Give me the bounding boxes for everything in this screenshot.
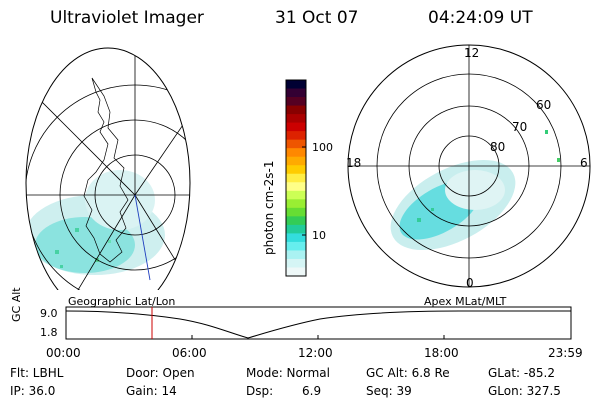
aurora-emission-left xyxy=(26,170,165,275)
ip-value: IP: 36.0 xyxy=(10,384,56,398)
instrument-title: Ultraviolet Imager xyxy=(50,8,204,28)
colorbar-band xyxy=(286,156,306,166)
lat-label-60: 60 xyxy=(536,98,552,112)
colorbar-band xyxy=(286,80,306,90)
colorbar-band xyxy=(286,173,306,183)
colorbar-band xyxy=(286,207,306,217)
colorbar-band xyxy=(286,250,306,260)
dsp-value: 6.9 xyxy=(302,384,322,398)
colorbar-band xyxy=(286,105,306,115)
colorbar-band xyxy=(286,165,306,175)
timeline-ylabel: GC Alt xyxy=(10,287,23,322)
dsp-label: Dsp: xyxy=(246,384,274,398)
colorbar-band xyxy=(286,224,306,234)
colorbar-band xyxy=(286,114,306,124)
timeline-xtick-1800: 18:00 xyxy=(424,346,459,360)
colorbar-band xyxy=(286,267,306,277)
altitude-timeline xyxy=(65,306,572,340)
mlt-label-6: 6 xyxy=(580,156,588,170)
colorbar-band xyxy=(286,233,306,243)
colorbar-band xyxy=(286,216,306,226)
timeline-xtick-1200: 12:00 xyxy=(298,346,333,360)
lat-label-70: 70 xyxy=(512,120,528,134)
colorbar-band xyxy=(286,258,306,268)
filter-value: Flt: LBHL xyxy=(10,366,64,380)
timeline-xtick-0000: 00:00 xyxy=(46,346,81,360)
timeline-ytick-top: 9.0 xyxy=(40,307,58,320)
glat-value: GLat: -85.2 xyxy=(488,366,555,380)
right-panel-label: Apex MLat/MLT xyxy=(424,295,507,308)
mlt-label-12: 12 xyxy=(464,46,480,60)
polar-mlat-mlt-plot xyxy=(347,44,591,288)
colorbar-band xyxy=(286,241,306,251)
left-panel-label: Geographic Lat/Lon xyxy=(68,295,176,308)
colorbar-band xyxy=(286,190,306,200)
colorbar-tick-10: 10 xyxy=(312,229,326,242)
lat-label-80: 80 xyxy=(490,140,506,154)
aurora-emission-right xyxy=(390,130,560,251)
door-status: Door: Open xyxy=(126,366,195,380)
timeline-ytick-bottom: 1.8 xyxy=(40,326,58,339)
gain-value: Gain: 14 xyxy=(126,384,177,398)
colorbar-band xyxy=(286,139,306,149)
colorbar-band xyxy=(286,131,306,141)
geographic-map xyxy=(25,47,191,290)
seq-value: Seq: 39 xyxy=(366,384,412,398)
intensity-colorbar xyxy=(285,79,307,277)
colorbar-band xyxy=(286,97,306,107)
colorbar-band xyxy=(286,148,306,158)
colorbar-tick-100: 100 xyxy=(312,141,333,154)
gc-alt-value: GC Alt: 6.8 Re xyxy=(366,366,450,380)
colorbar-band xyxy=(286,199,306,209)
mode-value: Mode: Normal xyxy=(246,366,330,380)
glon-value: GLon: 327.5 xyxy=(488,384,561,398)
image-time: 04:24:09 UT xyxy=(428,8,533,28)
timeline-xtick-2359: 23:59 xyxy=(548,346,583,360)
colorbar-band xyxy=(286,122,306,132)
colorbar-band xyxy=(286,88,306,98)
colorbar-band xyxy=(286,182,306,192)
mlt-label-18: 18 xyxy=(346,156,362,170)
mlt-label-0: 0 xyxy=(466,276,474,290)
timeline-xtick-0600: 06:00 xyxy=(172,346,207,360)
image-date: 31 Oct 07 xyxy=(275,8,359,28)
